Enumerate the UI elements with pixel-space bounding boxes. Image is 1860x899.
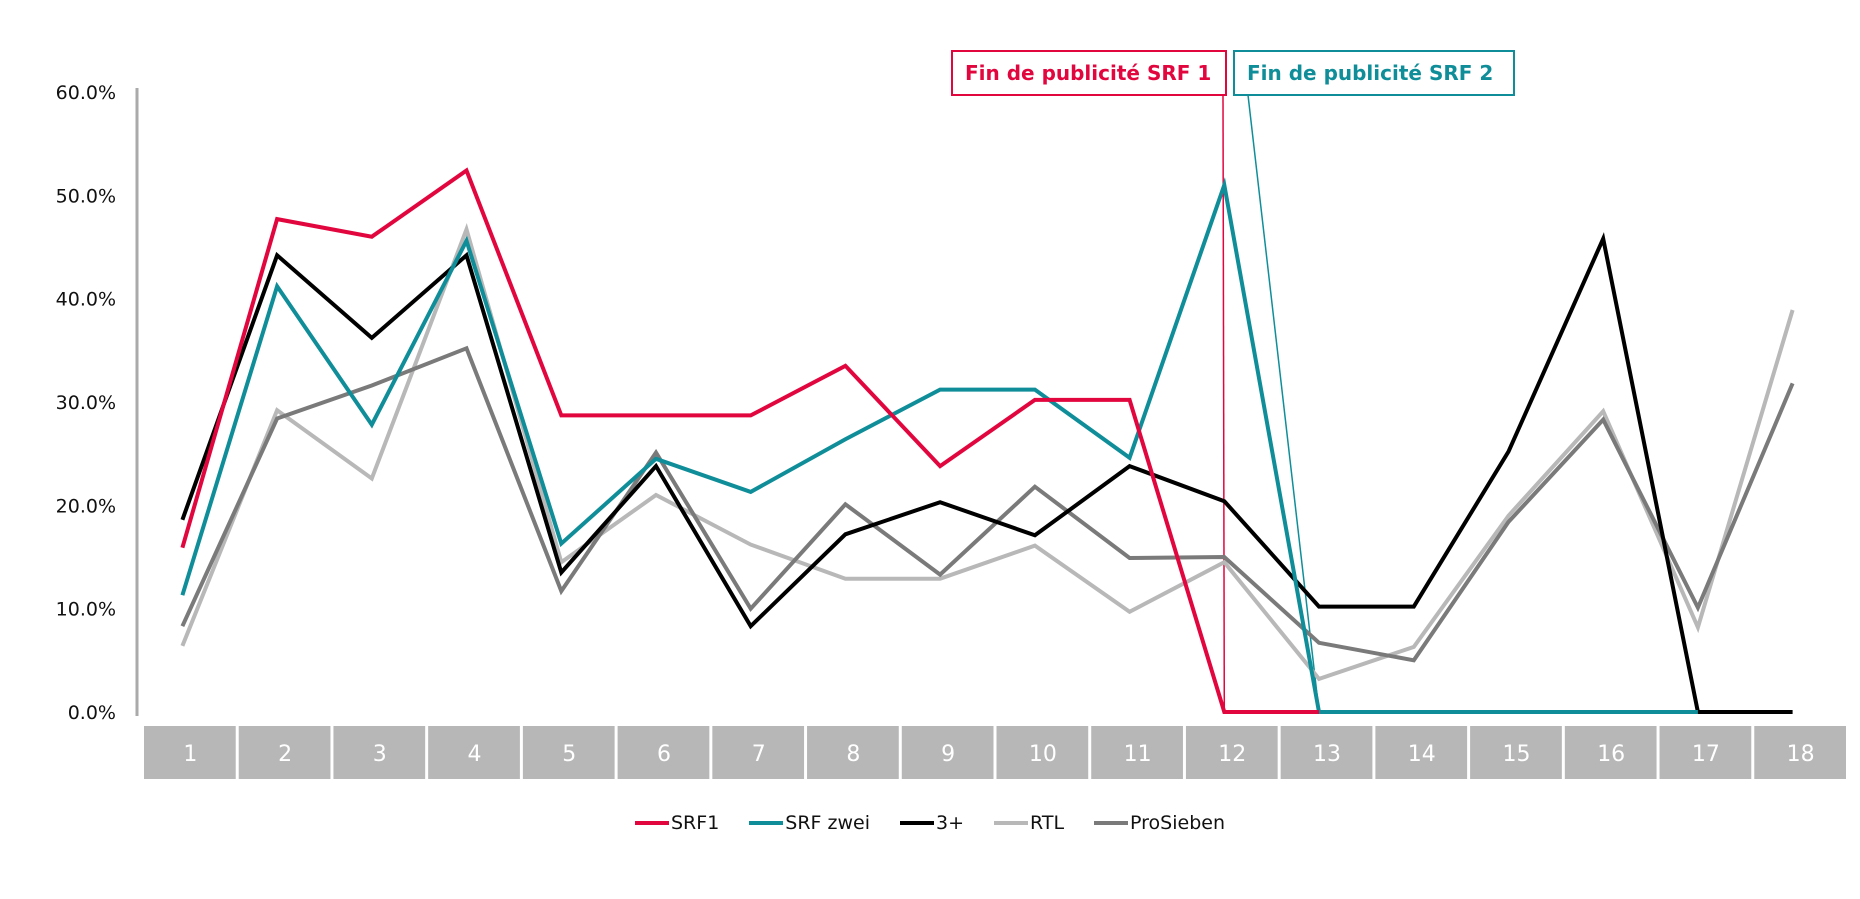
x-tick-label: 11: [1124, 742, 1152, 767]
annotation-box: [951, 50, 1227, 96]
x-tick-label: 18: [1787, 742, 1815, 767]
x-category-band: [1754, 726, 1846, 779]
y-tick-label: 30.0%: [56, 392, 116, 414]
x-tick-label: 17: [1692, 742, 1720, 767]
x-tick-label: 1: [183, 742, 197, 767]
x-category-band: [617, 726, 710, 779]
x-tick-label: 5: [562, 742, 576, 767]
x-category-band: [1280, 726, 1373, 779]
legend-item: RTL: [994, 812, 1064, 834]
x-category-band: [1470, 726, 1562, 779]
annotation-1: Fin de publicité SRF 1: [951, 50, 1227, 713]
x-category-band: [807, 726, 899, 779]
x-category-band: [901, 726, 994, 779]
x-category-band: [428, 726, 520, 779]
y-tick-label: 0.0%: [68, 702, 116, 724]
annotation-leader-line: [1247, 94, 1320, 713]
legend-swatch: [635, 821, 669, 825]
x-category-band: [238, 726, 331, 779]
legend-label: SRF1: [671, 812, 720, 834]
x-category-band: [333, 726, 426, 779]
x-tick-label: 8: [846, 742, 860, 767]
y-tick-label: 50.0%: [56, 185, 116, 207]
x-category-band: [1185, 726, 1278, 779]
x-tick-label: 7: [752, 742, 766, 767]
legend-item: ProSieben: [1094, 812, 1225, 834]
x-tick-label: 6: [657, 742, 671, 767]
legend-label: 3+: [936, 812, 965, 834]
annotations: Fin de publicité SRF 1 Fin de publicité S…: [951, 50, 1515, 713]
series-line-srf1: [180, 167, 1319, 714]
annotation-label: Fin de publicité SRF 2: [1247, 61, 1493, 85]
series-line-rtl: [180, 223, 1795, 682]
legend-swatch: [749, 821, 784, 825]
x-tick-label: 9: [941, 742, 955, 767]
x-category-band: [1659, 726, 1752, 779]
x-tick-label: 13: [1313, 742, 1341, 767]
legend-swatch: [994, 821, 1029, 825]
legend-item: SRF zwei: [749, 812, 870, 834]
x-tick-label: 12: [1218, 742, 1246, 767]
x-tick-label: 16: [1597, 742, 1625, 767]
x-category-band: [522, 726, 615, 779]
legend-swatch: [1094, 821, 1129, 825]
annotation-leader-line: [1222, 94, 1226, 713]
y-tick-label: 20.0%: [56, 495, 116, 517]
x-category-band: [712, 726, 805, 779]
x-category-band: [996, 726, 1089, 779]
x-category-bands: 1 2 3 4 5 6 7 8 9 10 11 12 13 14 15 16 17 18: [144, 726, 1846, 779]
x-category-band: [1091, 726, 1183, 779]
y-tick-label: 10.0%: [56, 599, 116, 621]
series-lines: [180, 167, 1795, 714]
legend-item: 3+: [900, 812, 964, 834]
x-tick-label: 4: [468, 742, 482, 767]
series-line-srf-zwei: [180, 177, 1698, 714]
x-category-band: [1375, 726, 1468, 779]
annotation-2: Fin de publicité SRF 2: [1233, 50, 1515, 713]
annotation-box: [1233, 50, 1515, 96]
x-category-band: [144, 726, 236, 779]
x-tick-label: 10: [1029, 742, 1057, 767]
annotation-label: Fin de publicité SRF 1: [965, 61, 1211, 85]
legend-label: RTL: [1030, 812, 1065, 834]
legend: SRF1 SRF zwei 3+ RTL ProSieben: [0, 812, 1860, 834]
x-category-band: [1564, 726, 1657, 779]
x-tick-label: 2: [278, 742, 292, 767]
legend-label: SRF zwei: [785, 812, 870, 834]
series-line-prosieben: [180, 345, 1795, 663]
y-tick-label: 60.0%: [56, 82, 116, 104]
legend-label: ProSieben: [1130, 812, 1225, 834]
y-tick-labels: 0.0% 10.0% 20.0% 30.0% 40.0% 50.0% 60.0%: [56, 82, 116, 724]
legend-item: SRF1: [635, 812, 719, 834]
y-tick-label: 40.0%: [56, 289, 116, 311]
x-tick-label: 15: [1502, 742, 1530, 767]
x-tick-label: 14: [1408, 742, 1436, 767]
x-tick-label: 3: [373, 742, 387, 767]
legend-swatch: [900, 821, 934, 825]
